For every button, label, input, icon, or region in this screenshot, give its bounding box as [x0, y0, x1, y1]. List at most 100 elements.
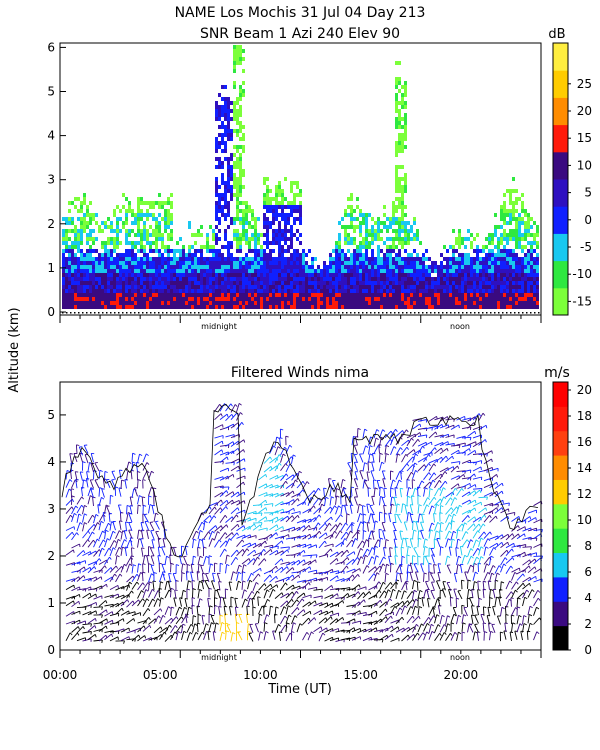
wind-barb — [258, 483, 267, 489]
snr-cell — [89, 213, 92, 217]
snr-cell — [524, 281, 527, 285]
wind-barb — [258, 474, 266, 481]
snr-cell — [395, 153, 398, 157]
snr-cell — [179, 297, 182, 301]
snr-cell — [146, 217, 149, 221]
snr-cell — [434, 269, 437, 273]
snr-cell — [392, 257, 395, 261]
snr-cell — [413, 273, 416, 277]
snr-cell — [296, 265, 299, 269]
wind-barb — [274, 624, 279, 633]
snr-cell — [251, 297, 254, 301]
snr-cell — [386, 293, 389, 297]
wind-barb-flag — [232, 499, 234, 504]
wind-barb-flag — [232, 491, 235, 495]
snr-cell — [296, 253, 299, 257]
snr-cell — [119, 217, 122, 221]
wind-barb — [258, 614, 260, 624]
snr-cell — [500, 253, 503, 257]
snr-cell — [416, 301, 419, 305]
snr-colorbar-tick-label: 20 — [577, 104, 592, 118]
snr-cell — [233, 61, 236, 65]
snr-cell — [239, 273, 242, 277]
snr-cell — [452, 261, 455, 265]
wind-barb — [219, 622, 223, 632]
wind-barb-flag — [94, 461, 98, 464]
wind-barb — [137, 572, 142, 582]
snr-cell — [191, 305, 194, 309]
snr-cell — [527, 261, 530, 265]
snr-cell — [374, 237, 377, 241]
snr-cell — [452, 289, 455, 293]
snr-cell — [149, 297, 152, 301]
snr-cell — [233, 193, 236, 197]
snr-cell — [83, 221, 86, 225]
wind-barb-flag — [182, 589, 187, 593]
wind-barb-flag — [218, 606, 222, 608]
snr-cell — [122, 225, 125, 229]
snr-cell — [506, 265, 509, 269]
snr-baseline-dot — [394, 312, 396, 314]
wind-barb — [89, 479, 94, 489]
wind-barb-flag — [272, 588, 276, 592]
wind-barb-flag — [201, 521, 205, 525]
snr-cell — [371, 277, 374, 281]
snr-cell — [482, 245, 485, 249]
snr-cell — [161, 285, 164, 289]
wind-barb-flag — [81, 496, 84, 500]
snr-cell — [455, 281, 458, 285]
snr-cell — [275, 193, 278, 197]
snr-cell — [110, 241, 113, 245]
snr-cell — [125, 285, 128, 289]
snr-cell — [404, 125, 407, 129]
snr-cell — [128, 257, 131, 261]
wind-barb-flag — [283, 606, 287, 609]
snr-cell — [338, 305, 341, 309]
snr-cell — [308, 281, 311, 285]
wind-barb-flag — [243, 500, 246, 504]
wind-barb-flag — [192, 588, 196, 591]
snr-cell — [455, 241, 458, 245]
wind-barb-flag — [123, 640, 125, 644]
snr-baseline-dot — [326, 312, 328, 314]
snr-cell — [134, 293, 137, 297]
snr-cell — [104, 301, 107, 305]
snr-cell — [401, 137, 404, 141]
snr-cell — [131, 289, 134, 293]
wind-barb — [71, 610, 80, 615]
snr-cell — [101, 269, 104, 273]
snr-cell — [290, 277, 293, 281]
wind-barb-flag — [278, 624, 281, 627]
wind-barb — [258, 499, 266, 507]
snr-cell — [359, 225, 362, 229]
snr-cell — [212, 253, 215, 257]
snr-cell — [383, 281, 386, 285]
snr-cell — [200, 233, 203, 237]
snr-cell — [407, 253, 410, 257]
snr-cell — [83, 277, 86, 281]
wind-barb — [98, 609, 107, 616]
snr-cell — [89, 217, 92, 221]
snr-cell — [257, 249, 260, 253]
snr-cell — [482, 249, 485, 253]
snr-cell — [404, 81, 407, 85]
wind-barb — [269, 516, 278, 522]
snr-cell — [269, 305, 272, 309]
wind-barb-flag — [78, 513, 82, 516]
snr-cell — [377, 293, 380, 297]
wind-barb-flag — [71, 495, 75, 498]
snr-cell — [236, 101, 239, 105]
snr-cell — [320, 277, 323, 281]
snr-cell — [395, 217, 398, 221]
snr-cell — [239, 121, 242, 125]
snr-cell — [206, 269, 209, 273]
snr-cell — [512, 189, 515, 193]
snr-cell — [290, 257, 293, 261]
wind-barb — [118, 487, 122, 497]
snr-cell — [488, 293, 491, 297]
snr-cell — [248, 305, 251, 309]
snr-cell — [230, 133, 233, 137]
snr-cell — [230, 173, 233, 177]
snr-cell — [536, 285, 539, 289]
snr-cell — [419, 305, 422, 309]
